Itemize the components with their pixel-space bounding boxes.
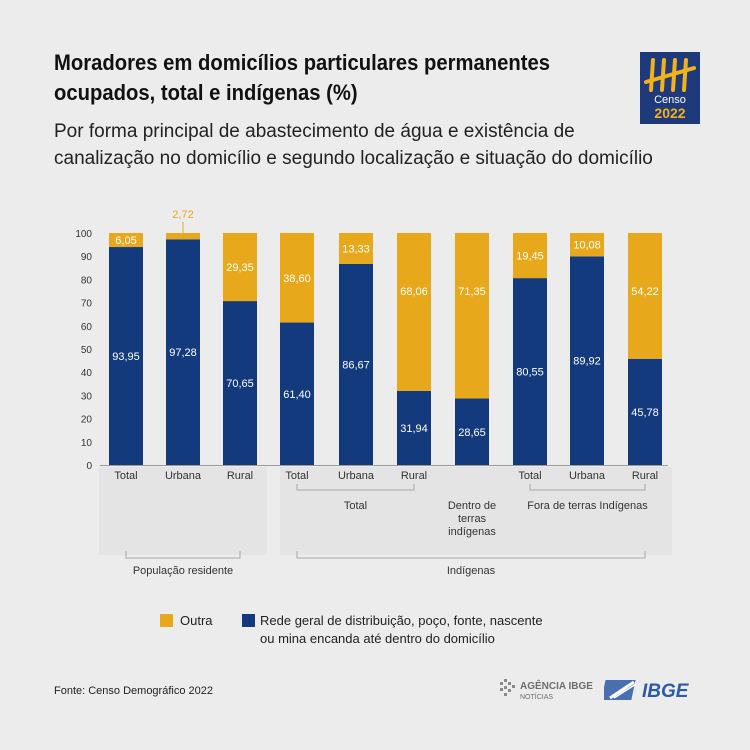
bar-outra bbox=[166, 233, 200, 239]
category-label: Rural bbox=[632, 470, 658, 482]
data-label-outra: 6,05 bbox=[115, 235, 136, 247]
bar-outra bbox=[455, 233, 489, 399]
data-label-outra: 2,72 bbox=[172, 209, 193, 221]
data-label-outra: 71,35 bbox=[458, 286, 486, 298]
data-label-rede: 45,78 bbox=[631, 407, 659, 419]
y-tick-label: 80 bbox=[81, 275, 93, 286]
group-label: Indígenas bbox=[447, 565, 496, 577]
category-label: Urbana bbox=[569, 470, 606, 482]
y-tick-label: 100 bbox=[75, 229, 92, 240]
category-label: Rural bbox=[227, 470, 253, 482]
y-tick-label: 50 bbox=[81, 345, 93, 356]
data-label-outra: 54,22 bbox=[631, 286, 659, 298]
category-label: Urbana bbox=[165, 470, 202, 482]
agencia-ibge-logo: AGÊNCIA IBGE NOTÍCIAS bbox=[498, 676, 598, 702]
data-label-outra: 38,60 bbox=[283, 273, 311, 285]
data-label-outra: 68,06 bbox=[400, 286, 428, 298]
ibge-text: IBGE bbox=[642, 681, 690, 702]
y-tick-label: 40 bbox=[81, 368, 93, 379]
data-label-rede: 93,95 bbox=[112, 351, 140, 363]
subgroup-label: Fora de terras Indígenas bbox=[527, 500, 648, 512]
category-label: Total bbox=[114, 470, 137, 482]
category-label: Urbana bbox=[338, 470, 375, 482]
data-label-outra: 19,45 bbox=[516, 251, 544, 263]
y-tick-label: 90 bbox=[81, 252, 93, 263]
bar-outra bbox=[397, 233, 431, 391]
data-label-outra: 10,08 bbox=[573, 240, 601, 252]
legend-swatch-outra bbox=[160, 614, 173, 627]
category-label: Total bbox=[285, 470, 308, 482]
category-label: Rural bbox=[401, 470, 427, 482]
y-tick-label: 10 bbox=[81, 438, 93, 449]
data-label-outra: 29,35 bbox=[226, 262, 254, 274]
category-label: Total bbox=[518, 470, 541, 482]
y-tick-label: 30 bbox=[81, 391, 93, 402]
subgroup-label: Total bbox=[344, 500, 367, 512]
data-label-rede: 28,65 bbox=[458, 427, 486, 439]
data-label-outra: 13,33 bbox=[342, 243, 370, 255]
data-label-rede: 80,55 bbox=[516, 367, 544, 379]
data-label-rede: 70,65 bbox=[226, 378, 254, 390]
legend-label-outra: Outra bbox=[180, 612, 213, 630]
y-tick-label: 20 bbox=[81, 415, 93, 426]
data-label-rede: 31,94 bbox=[400, 423, 428, 435]
data-label-rede: 89,92 bbox=[573, 356, 601, 368]
y-tick-label: 0 bbox=[86, 461, 92, 472]
ibge-logo: IBGE bbox=[604, 676, 704, 702]
subgroup-label: terras bbox=[458, 513, 487, 525]
agencia-bottom-text: NOTÍCIAS bbox=[520, 692, 553, 701]
y-tick-label: 60 bbox=[81, 322, 93, 333]
subgroup-label: indígenas bbox=[448, 526, 496, 538]
subgroup-label: Dentro de bbox=[448, 500, 496, 512]
data-label-rede: 86,67 bbox=[342, 359, 370, 371]
y-tick-label: 70 bbox=[81, 299, 93, 310]
legend-swatch-rede bbox=[242, 614, 255, 627]
agencia-top-text: AGÊNCIA IBGE bbox=[520, 679, 593, 692]
data-label-rede: 97,28 bbox=[169, 347, 197, 359]
source-note: Fonte: Censo Demográfico 2022 bbox=[54, 685, 213, 697]
legend-label-rede-line1: Rede geral de distribuição, poço, fonte,… bbox=[260, 612, 543, 630]
legend-label-rede-line2: ou mina encanda até dentro do domicílio bbox=[260, 630, 495, 648]
group-label: População residente bbox=[133, 565, 233, 577]
data-label-rede: 61,40 bbox=[283, 389, 311, 401]
